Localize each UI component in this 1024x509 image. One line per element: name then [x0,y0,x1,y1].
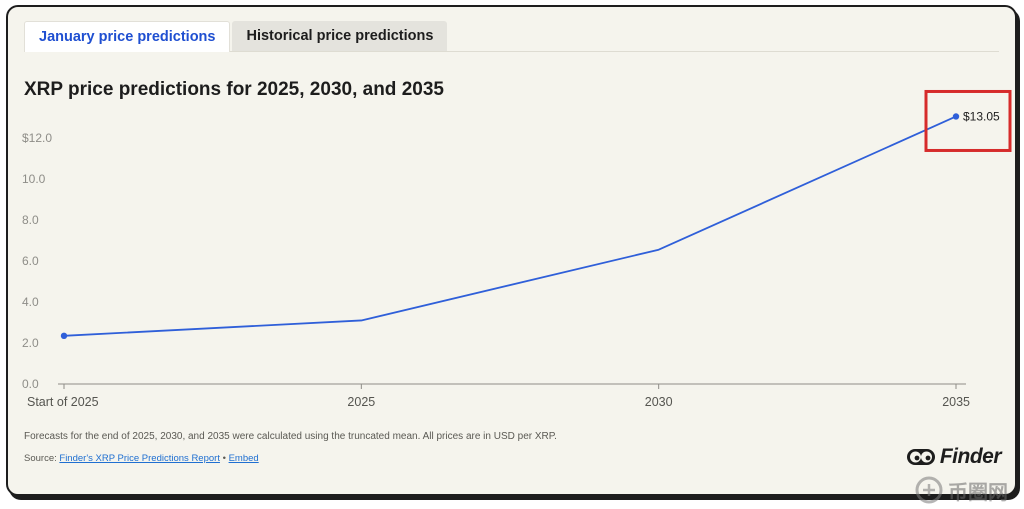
y-tick-label: 8.0 [22,213,39,227]
y-tick-label: 4.0 [22,295,39,309]
x-tick-label: 2035 [942,395,970,409]
y-tick-label: 0.0 [22,377,39,391]
data-point [60,332,68,340]
tab-january-predictions[interactable]: January price predictions [24,21,231,52]
data-label: $13.05 [963,109,1000,123]
y-tick-label: 10.0 [22,172,46,186]
embed-link[interactable]: Embed [228,453,259,464]
chart-footnote: Forecasts for the end of 2025, 2030, and… [24,431,557,442]
x-tick-label: Start of 2025 [27,395,99,409]
x-tick-label: 2030 [645,395,673,409]
y-tick-label: 2.0 [22,336,39,350]
x-tick-label: 2025 [347,395,375,409]
source-report-link[interactable]: Finder's XRP Price Predictions Report [59,453,220,464]
highlight-box [924,89,1012,152]
finder-eyes-icon [906,449,935,465]
chart-title: XRP price predictions for 2025, 2030, an… [24,79,444,100]
source-prefix: Source: [24,453,60,464]
watermark: 币圈网 [914,472,1022,508]
source-separator: • [219,453,229,464]
finder-logo-text: Finder [939,445,1002,468]
finder-logo: Finder [906,445,1002,469]
watermark-text: 币圈网 [948,479,1008,504]
y-tick-label: 6.0 [22,254,39,268]
chart-card: January price predictions Historical pri… [6,5,1017,496]
series-line [63,115,957,337]
tab-historical-predictions[interactable]: Historical price predictions [232,21,448,51]
chart-source: Source: Finder's XRP Price Predictions R… [24,453,259,464]
tab-bar: January price predictions Historical pri… [24,21,999,52]
watermark-logo-icon [915,476,943,504]
data-point [952,113,960,120]
y-tick-label: $12.0 [22,131,52,145]
